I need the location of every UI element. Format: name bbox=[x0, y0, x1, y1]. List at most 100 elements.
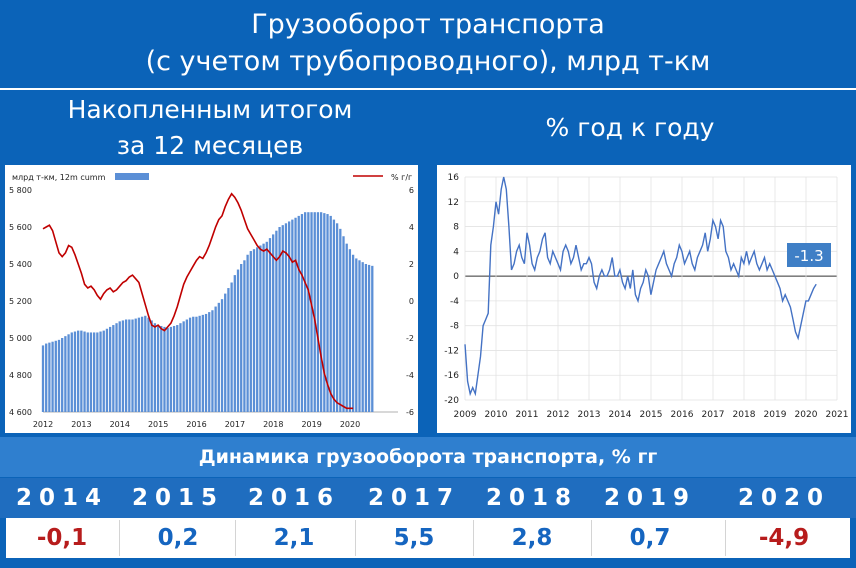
bar bbox=[137, 317, 141, 412]
x-tick-label: 2019 bbox=[764, 410, 787, 420]
x-tick-label: 2020 bbox=[340, 420, 360, 429]
bar bbox=[92, 332, 96, 412]
bar bbox=[310, 212, 313, 412]
bar bbox=[256, 247, 259, 412]
y-tick-label: -12 bbox=[444, 346, 459, 356]
cell-divider bbox=[119, 520, 120, 556]
yoy-line-series bbox=[42, 192, 354, 410]
last-value-badge bbox=[787, 243, 831, 267]
last-value-label: -1.3 bbox=[794, 247, 823, 265]
bar bbox=[249, 251, 252, 412]
x-tick-label: 2014 bbox=[110, 420, 130, 429]
growth-value: 2,1 bbox=[273, 525, 315, 551]
bar bbox=[51, 341, 54, 412]
bar bbox=[105, 328, 109, 412]
bar bbox=[208, 312, 211, 412]
cell-divider bbox=[473, 520, 474, 556]
y-tick-label: -16 bbox=[444, 371, 459, 381]
bar bbox=[284, 223, 288, 412]
year-label: 2015 bbox=[131, 485, 224, 511]
bar bbox=[160, 325, 163, 412]
bar bbox=[108, 326, 112, 412]
year-label: 2018 bbox=[485, 485, 578, 511]
growth-value: 0,2 bbox=[157, 525, 199, 551]
bar bbox=[147, 317, 150, 412]
cumulative-chart: млрд т-км, 12m cumm % г/г 4 600 4 800 5 000 5… bbox=[9, 173, 414, 429]
bar bbox=[339, 228, 342, 412]
bar bbox=[224, 293, 227, 412]
y-right-tick-label: 4 bbox=[409, 223, 414, 232]
x-tick-label: 2018 bbox=[733, 410, 756, 420]
bar bbox=[156, 325, 160, 412]
bar bbox=[297, 215, 300, 412]
y-left-tick-label: 5 600 bbox=[9, 223, 32, 232]
bar bbox=[371, 265, 374, 412]
y-tick-label: 4 bbox=[453, 247, 459, 257]
bar bbox=[355, 258, 358, 412]
y-tick-label: 8 bbox=[453, 223, 459, 233]
bar bbox=[169, 326, 173, 412]
bar bbox=[364, 264, 368, 412]
y-tick-label: 16 bbox=[448, 173, 460, 183]
bar bbox=[124, 319, 128, 412]
bar bbox=[61, 338, 64, 412]
y-left-tick-label: 5 000 bbox=[9, 334, 32, 343]
bar bbox=[345, 243, 348, 412]
bar bbox=[246, 254, 249, 412]
x-tick-label: 2014 bbox=[609, 410, 632, 420]
year-label: 2019 bbox=[603, 485, 696, 511]
bar bbox=[332, 219, 336, 412]
x-tick-label: 2018 bbox=[263, 420, 283, 429]
values-row bbox=[6, 518, 850, 558]
year-label: 2014 bbox=[15, 485, 108, 511]
title-line-2: (с учетом трубопроводного), млрд т-км bbox=[145, 46, 711, 77]
x-tick-label: 2016 bbox=[186, 420, 206, 429]
bar bbox=[351, 254, 355, 412]
x-tick-label: 2020 bbox=[795, 410, 818, 420]
cumulative-chart-panel: млрд т-км, 12m cumm % г/г 4 600 4 800 5 000 5… bbox=[5, 165, 418, 433]
bar bbox=[313, 212, 316, 412]
bar bbox=[233, 275, 236, 412]
bar bbox=[77, 330, 80, 412]
bar bbox=[316, 212, 320, 412]
bar bbox=[252, 249, 256, 412]
growth-value: 2,8 bbox=[511, 525, 553, 551]
y-right-tick-label: 2 bbox=[409, 260, 414, 269]
bar bbox=[179, 323, 182, 412]
bar bbox=[217, 302, 220, 412]
x-tick-label: 2017 bbox=[702, 410, 725, 420]
bar bbox=[140, 316, 144, 412]
bar bbox=[367, 264, 371, 412]
bar bbox=[361, 262, 364, 412]
cell-divider bbox=[591, 520, 592, 556]
bar bbox=[335, 223, 339, 412]
cell-divider bbox=[235, 520, 236, 556]
legend-label-bars: млрд т-км, 12m cumm bbox=[12, 173, 106, 182]
bar bbox=[86, 332, 89, 412]
cell-divider bbox=[355, 520, 356, 556]
growth-value: 0,7 bbox=[629, 525, 671, 551]
bar bbox=[211, 310, 214, 412]
bar bbox=[176, 325, 179, 412]
year-label: 2020 bbox=[737, 485, 830, 511]
chart-title: Грузооборот транспорта (с учетом трубопр… bbox=[0, 0, 856, 88]
x-tick-label: 2021 bbox=[826, 410, 849, 420]
bar bbox=[80, 330, 83, 412]
y-right-tick-label: 0 bbox=[409, 297, 414, 306]
bar bbox=[134, 318, 137, 412]
bar bbox=[348, 249, 352, 412]
bar bbox=[236, 269, 240, 412]
yoy-line-series bbox=[464, 176, 817, 397]
y-tick-label: 0 bbox=[453, 272, 459, 282]
y-right-tick-label: -6 bbox=[406, 408, 414, 417]
y-right-tick-label: 6 bbox=[409, 186, 414, 195]
x-tick-label: 2019 bbox=[301, 420, 321, 429]
x-tick-label: 2011 bbox=[516, 410, 539, 420]
y-left-tick-label: 5 200 bbox=[9, 297, 32, 306]
bar bbox=[278, 227, 281, 412]
bar bbox=[89, 332, 93, 412]
bar bbox=[121, 320, 125, 412]
bar bbox=[45, 343, 48, 412]
title-line-1: Грузооборот транспорта bbox=[251, 9, 605, 40]
bar bbox=[163, 326, 166, 412]
